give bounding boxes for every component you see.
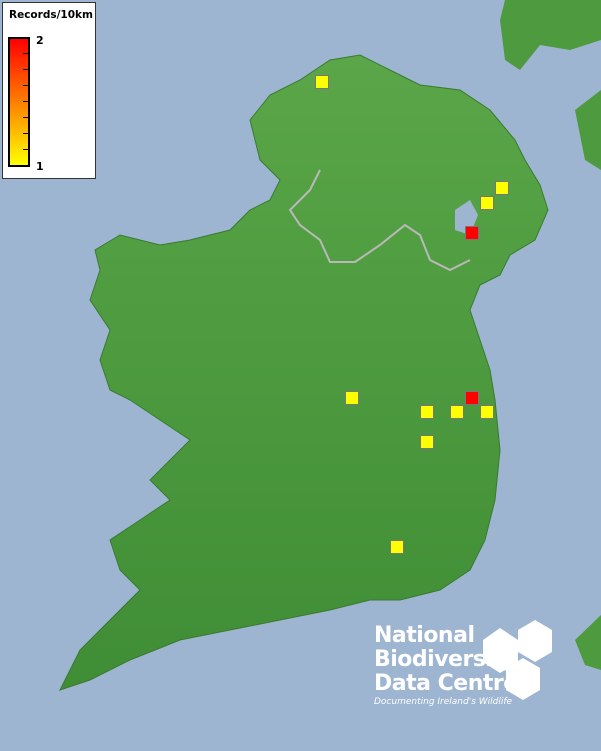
record-square[interactable] — [465, 391, 479, 405]
scotland-landmass — [500, 0, 601, 70]
record-square[interactable] — [390, 540, 404, 554]
record-square[interactable] — [420, 435, 434, 449]
legend-title: Records/10km — [9, 9, 93, 21]
ireland-landmass — [59, 54, 549, 691]
record-square[interactable] — [420, 405, 434, 419]
legend-max-label: 2 — [36, 34, 44, 47]
record-square[interactable] — [495, 181, 509, 195]
scotland-islands — [575, 90, 601, 170]
legend-color-scale — [8, 37, 30, 167]
record-square[interactable] — [480, 196, 494, 210]
record-square[interactable] — [465, 226, 479, 240]
logo-tagline: Documenting Ireland's Wildlife — [374, 697, 513, 707]
nbdc-logo[interactable]: National Biodiversity Data Centre Docume… — [374, 623, 518, 708]
record-square[interactable] — [345, 391, 359, 405]
legend-min-label: 1 — [36, 160, 44, 173]
logo-line1: National — [374, 623, 475, 648]
record-square[interactable] — [450, 405, 464, 419]
northern-ireland-border — [288, 169, 471, 272]
logo-line2: Biodiversity — [374, 647, 517, 672]
legend: Records/10km 2 1 — [2, 2, 96, 179]
wales-landmass — [575, 615, 601, 670]
record-square[interactable] — [480, 405, 494, 419]
record-square[interactable] — [315, 75, 329, 89]
logo-line3: Data Centre — [374, 671, 518, 696]
